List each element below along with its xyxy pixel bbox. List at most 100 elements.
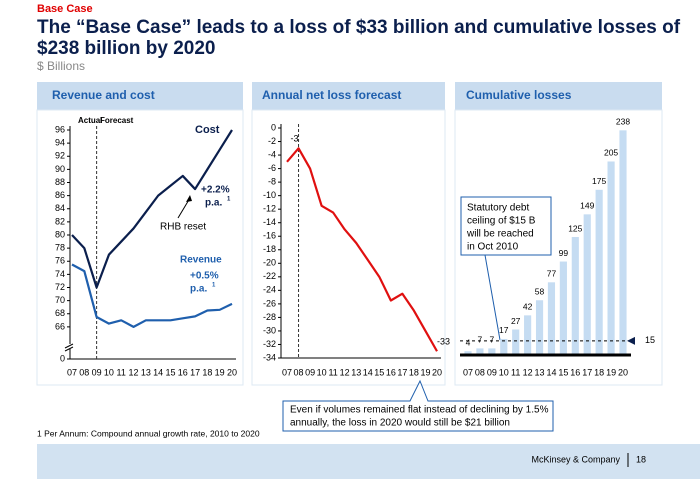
bar [535, 300, 544, 355]
x-tick-label: 10 [499, 367, 509, 377]
y-tick-label: 90 [55, 164, 65, 174]
axis-break [64, 343, 74, 349]
y-tick-label: 82 [55, 216, 65, 226]
x-tick-label: 13 [141, 367, 151, 377]
annotation: +2.2% [201, 185, 230, 196]
y-tick-label: -2 [268, 136, 276, 146]
x-tick-label: 14 [546, 367, 556, 377]
y-tick-label: 80 [55, 229, 65, 239]
line-series [286, 147, 438, 352]
x-tick-label: 19 [420, 367, 430, 377]
data-label: 4 [466, 337, 471, 347]
x-tick-label: 17 [190, 367, 200, 377]
footer-page: 18 [636, 454, 646, 464]
y-tick-label: 84 [55, 203, 65, 213]
bar [619, 130, 627, 355]
axis-break-gap [65, 344, 75, 349]
x-tick-label: 12 [523, 367, 533, 377]
footer-company: McKinsey & Company [531, 454, 620, 464]
x-tick-label: 15 [165, 367, 175, 377]
y-tick-label: -10 [263, 190, 276, 200]
y-tick-label: 68 [55, 308, 65, 318]
data-label: 7 [489, 335, 494, 345]
x-tick-label: 09 [92, 367, 102, 377]
x-tick-label: 15 [558, 367, 568, 377]
x-tick-label: 17 [397, 367, 407, 377]
x-tick-label: 10 [104, 367, 114, 377]
y-tick-label: 86 [55, 190, 65, 200]
data-label: 58 [535, 286, 545, 296]
x-tick-label: 07 [67, 367, 77, 377]
x-tick-label: 19 [606, 367, 616, 377]
footer-band [37, 444, 700, 479]
x-tick-label: 20 [227, 367, 237, 377]
annotation: +0.5% [190, 271, 219, 282]
threshold-arrow [627, 336, 635, 345]
bar [583, 214, 591, 355]
y-tick-label: 0 [60, 353, 65, 363]
bar [607, 161, 615, 355]
y-tick-label: 96 [55, 124, 65, 134]
callout-text: in Oct 2010 [467, 242, 519, 253]
panel [251, 109, 446, 386]
bar [512, 329, 520, 355]
x-tick-label: 17 [582, 367, 592, 377]
y-tick-label: -14 [263, 217, 276, 227]
y-tick-label: -8 [268, 176, 276, 186]
threshold-label: 15 [645, 335, 655, 345]
callout-text: Even if volumes remained flat instead of… [290, 405, 549, 416]
y-tick-label: 94 [55, 138, 65, 148]
callout-box [460, 196, 552, 256]
x-tick-label: 10 [317, 367, 327, 377]
annotation: 1 [212, 283, 216, 289]
x-tick-label: 09 [487, 367, 497, 377]
y-tick-label: -30 [263, 325, 276, 335]
line-series [71, 263, 233, 328]
x-tick-label: 18 [202, 367, 212, 377]
footnote: 1 Per Annum: Compound annual growth rate… [37, 428, 260, 438]
title: The “Base Case” leads to a loss of $33 b… [37, 17, 681, 38]
panel-header [252, 82, 445, 110]
x-tick-label: 12 [129, 367, 139, 377]
x-tick-label: 07 [282, 367, 292, 377]
x-tick-label: 11 [511, 367, 520, 377]
bar [500, 338, 508, 355]
annotation: 1 [227, 197, 231, 203]
y-tick-label: 78 [55, 243, 65, 253]
x-tick-label: 08 [294, 367, 304, 377]
x-tick-label: 16 [178, 367, 188, 377]
title: $238 billion by 2020 [37, 38, 215, 59]
x-tick-label: 08 [475, 367, 485, 377]
data-label: -33 [437, 337, 450, 347]
y-tick-label: -4 [268, 149, 276, 159]
bar [524, 315, 532, 355]
x-tick-label: 13 [351, 367, 361, 377]
legend-label: Cost [195, 124, 220, 136]
bar [595, 189, 603, 355]
line-series [71, 129, 233, 289]
y-tick-label: -16 [263, 231, 276, 241]
callout-text: Statutory debt [467, 203, 529, 214]
bar [476, 348, 484, 355]
bar [571, 237, 579, 355]
legend-label: Revenue [180, 255, 222, 266]
x-tick-label: 11 [117, 367, 126, 377]
callout-text: will be reached [466, 229, 534, 240]
x-tick-label: 09 [305, 367, 315, 377]
data-label: 205 [604, 148, 618, 158]
callout-box [282, 379, 554, 432]
y-tick-label: -24 [263, 285, 276, 295]
bar [559, 261, 567, 355]
x-tick-label: 15 [374, 367, 384, 377]
x-tick-label: 07 [463, 367, 473, 377]
panel-header [37, 82, 243, 110]
x-tick-label: 18 [409, 367, 419, 377]
panel-header [455, 82, 662, 110]
x-tick-label: 16 [570, 367, 580, 377]
data-label: 17 [499, 325, 509, 335]
y-tick-label: -12 [263, 204, 276, 214]
y-tick-label: 70 [55, 295, 65, 305]
y-tick-label: 76 [55, 256, 65, 266]
data-label: 77 [547, 269, 557, 279]
